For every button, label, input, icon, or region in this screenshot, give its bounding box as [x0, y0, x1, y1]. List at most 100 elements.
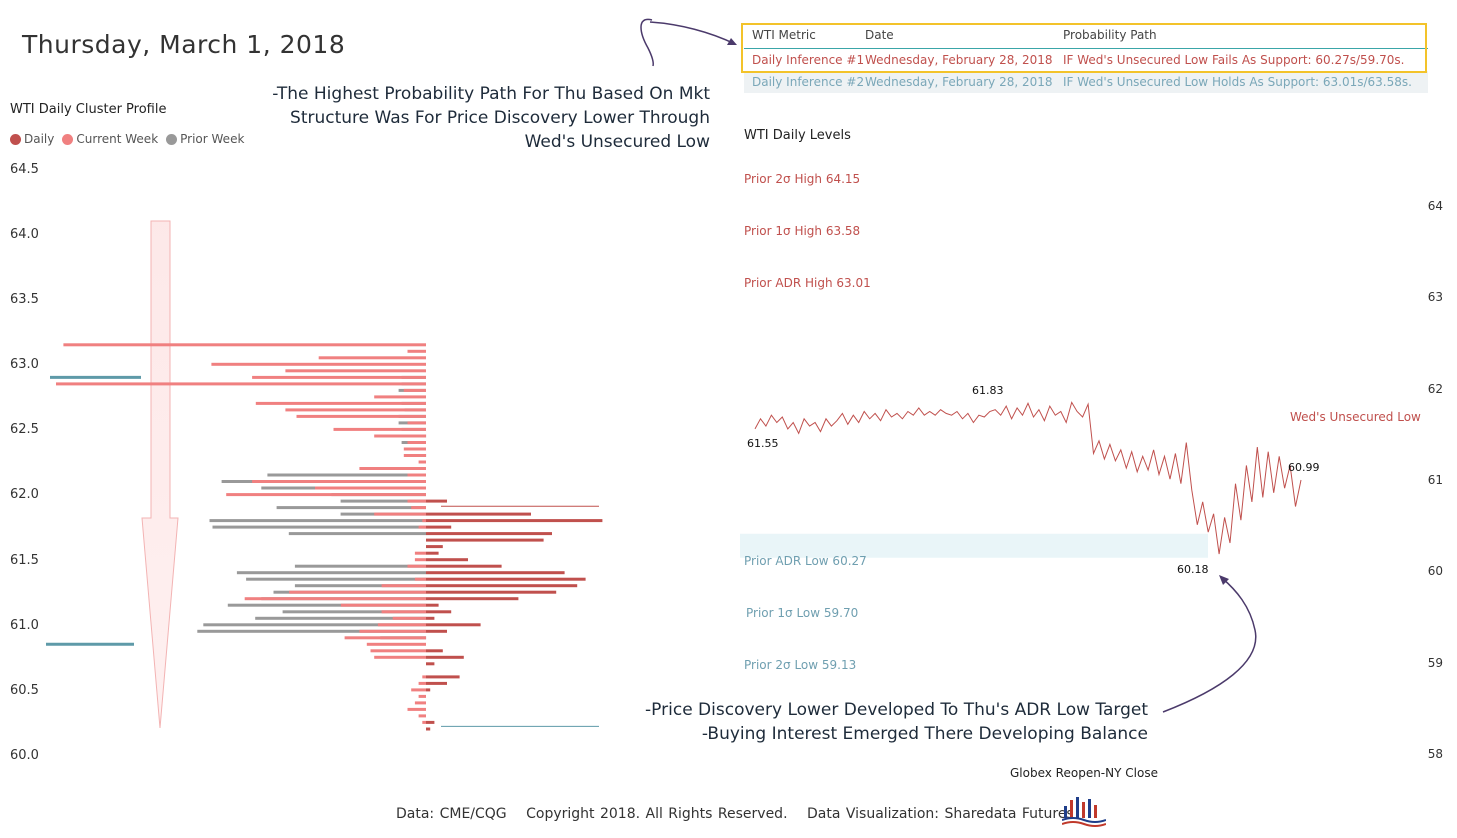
- profile-bar: [374, 395, 426, 399]
- profile-bar: [418, 460, 426, 464]
- annotation-line: -Price Discovery Lower Developed To Thu'…: [645, 700, 1148, 720]
- down-arrow-icon: [141, 220, 179, 729]
- profile-bar: [374, 655, 426, 659]
- price-label: 61.55: [747, 437, 779, 450]
- table-cell: Wednesday, February 28, 2018: [865, 53, 1053, 67]
- profile-bar: [426, 564, 502, 568]
- profile-bar: [414, 558, 426, 562]
- profile-bar: [426, 688, 431, 692]
- profile-bar: [426, 512, 531, 516]
- legend-current-week[interactable]: Current Week: [62, 132, 158, 146]
- y-tick-label: 60.0: [10, 748, 39, 763]
- footer-copyright: Copyright 2018. All Rights Reserved.: [526, 806, 788, 822]
- profile-bar: [197, 629, 427, 633]
- column-header: Date: [865, 28, 894, 42]
- profile-bar: [315, 486, 426, 490]
- profile-bar: [359, 467, 426, 470]
- profile-bar: [426, 675, 460, 679]
- annotation-line: -Buying Interest Emerged There Developin…: [701, 724, 1148, 744]
- profile-bar: [285, 369, 426, 373]
- profile-bar: [414, 701, 426, 705]
- y-tick-label: 64: [1427, 199, 1443, 213]
- profile-bar: [426, 720, 435, 724]
- callout-arrow-top-head: [649, 21, 736, 45]
- profile-bar: [426, 610, 452, 614]
- profile-bar: [418, 694, 426, 698]
- profile-bar: [63, 343, 427, 347]
- table-row[interactable]: Daily Inference #1 Wednesday, February 2…: [744, 49, 1428, 71]
- y-tick-label: 61.5: [10, 553, 39, 568]
- legend-daily[interactable]: Daily: [10, 132, 54, 146]
- y-tick-label: 63.5: [10, 292, 39, 307]
- legend-dot-icon: [62, 133, 74, 145]
- footer-credit: Data Visualization: Sharedata Futures: [806, 806, 1074, 822]
- profile-bar: [426, 571, 565, 575]
- y-tick-label: 62: [1427, 382, 1443, 396]
- page-title: Thursday, March 1, 2018: [22, 30, 346, 59]
- profile-bar: [252, 480, 426, 483]
- inference-table: WTI Metric Date Probability Path Daily I…: [744, 22, 1428, 93]
- profile-bar: [418, 681, 426, 685]
- profile-bar: [414, 551, 426, 555]
- profile-bar: [227, 603, 427, 607]
- profile-bar: [422, 675, 426, 679]
- profile-bar: [285, 408, 426, 412]
- table-cell: IF Wed's Unsecured Low Fails As Support:…: [1063, 53, 1405, 67]
- levels-chart-title: WTI Daily Levels: [744, 128, 851, 143]
- profile-bar: [203, 623, 426, 627]
- unsecured-low-label: Wed's Unsecured Low: [1290, 410, 1421, 424]
- profile-bar: [381, 584, 426, 588]
- profile-bar: [403, 447, 426, 451]
- profile-bar: [340, 603, 426, 607]
- price-label: 60.18: [1177, 563, 1209, 576]
- cluster-profile-bars: [46, 343, 603, 731]
- annotation-line: Structure Was For Price Discovery Lower …: [290, 108, 710, 128]
- profile-bar: [282, 610, 426, 614]
- table-cell: IF Wed's Unsecured Low Holds As Support:…: [1063, 75, 1412, 89]
- profile-bar: [226, 493, 426, 497]
- level-prior-1s-high: Prior 1σ High 63.58: [744, 224, 861, 238]
- profile-bar: [426, 623, 481, 627]
- profile-bar: [426, 519, 603, 523]
- profile-bar: [407, 499, 426, 503]
- level-prior-2s-low: Prior 2σ Low 59.13: [744, 658, 857, 672]
- chart-legend: Daily Current Week Prior Week: [10, 132, 244, 146]
- profile-bar: [276, 506, 426, 510]
- profile-bar: [426, 629, 447, 633]
- profile-bar: [381, 610, 426, 614]
- table-row[interactable]: Daily Inference #2 Wednesday, February 2…: [744, 71, 1428, 93]
- profile-bar: [403, 454, 426, 457]
- legend-prior-week[interactable]: Prior Week: [166, 132, 244, 146]
- y-tick-label: 62.5: [10, 422, 39, 437]
- profile-bar: [426, 590, 557, 594]
- profile-bar: [414, 577, 426, 581]
- level-prior-adr-low: Prior ADR Low 60.27: [744, 554, 867, 568]
- profile-bar: [426, 499, 447, 503]
- profile-bar: [426, 538, 544, 542]
- level-prior-adr-high: Prior ADR High 63.01: [744, 276, 871, 290]
- profile-bar: [426, 551, 439, 555]
- y-tick-label: 58: [1427, 747, 1443, 761]
- arrowhead-icon: [727, 38, 737, 45]
- legend-dot-icon: [166, 133, 178, 145]
- level-prior-2s-high: Prior 2σ High 64.15: [744, 172, 861, 186]
- profile-bar: [418, 714, 426, 718]
- profile-bar: [252, 375, 426, 379]
- profile-bar: [267, 473, 426, 477]
- profile-bar: [374, 434, 426, 438]
- y-tick-label: 59: [1427, 656, 1443, 670]
- arrowhead-bottom-icon: [1219, 575, 1229, 585]
- profile-bar: [366, 642, 426, 646]
- profile-bar: [407, 564, 426, 568]
- profile-bar: [374, 512, 426, 516]
- profile-bar: [359, 629, 426, 633]
- annotation-line: Wed's Unsecured Low: [524, 132, 710, 152]
- adr-low-band: [740, 533, 1208, 558]
- y-tick-label: 60: [1427, 564, 1443, 578]
- y-tick-label: 64.0: [10, 227, 39, 242]
- profile-bar: [426, 525, 452, 529]
- profile-bar: [422, 720, 426, 724]
- profile-bar: [289, 590, 426, 594]
- table-header-row: WTI Metric Date Probability Path: [744, 22, 1428, 49]
- table-cell: Daily Inference #2: [752, 75, 865, 89]
